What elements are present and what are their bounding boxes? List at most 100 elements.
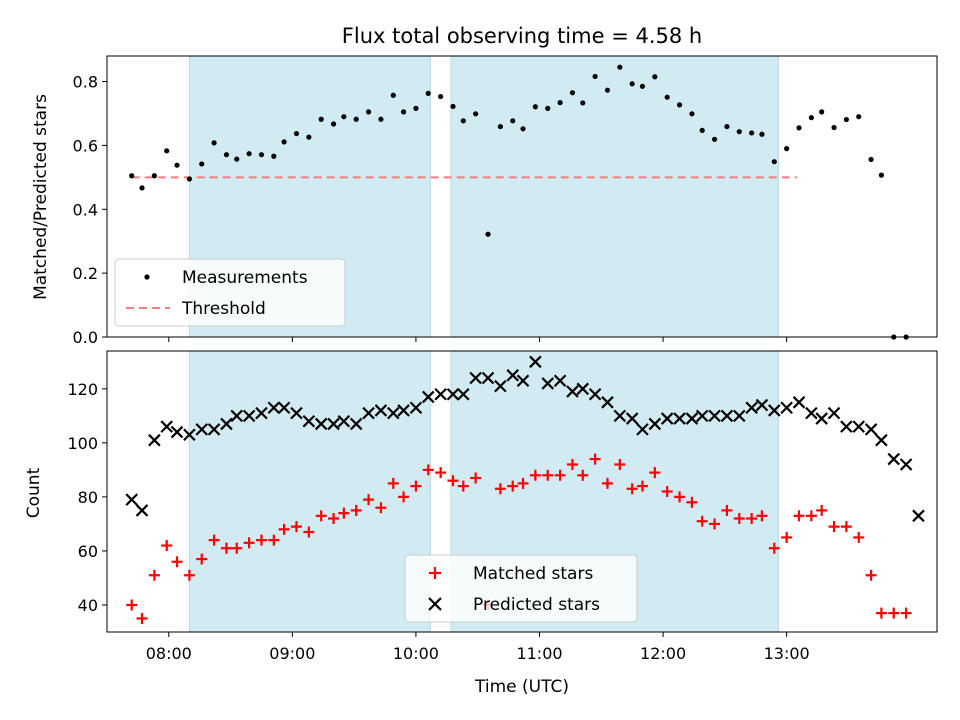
- x-stroke-b: [446, 387, 460, 401]
- legend-matched-label: Matched stars: [473, 564, 593, 584]
- matched-star-point: [566, 458, 578, 470]
- measurement-point: [306, 134, 312, 140]
- x-tick-label: 09:00: [269, 644, 315, 663]
- matched-star-point: [328, 513, 340, 525]
- predicted-star-point: [362, 406, 375, 420]
- matched-star-point: [161, 540, 173, 552]
- predicted-star-point: [422, 390, 435, 404]
- x-stroke-b: [805, 406, 818, 420]
- measurement-point: [425, 90, 431, 96]
- x-stroke-b: [648, 417, 662, 431]
- matched-star-point: [696, 515, 708, 527]
- matched-star-point: [661, 486, 673, 497]
- x-stroke-b: [207, 423, 221, 436]
- x-stroke-b: [768, 404, 781, 417]
- measurement-point: [330, 121, 337, 127]
- ratio-y-tick-label: 0.0: [73, 328, 98, 347]
- x-stroke-b: [660, 412, 674, 425]
- measurement-point: [510, 118, 516, 124]
- x-stroke-b: [409, 401, 423, 415]
- measurement-point: [413, 105, 419, 111]
- matched-star-point: [828, 521, 840, 533]
- predicted-star-point: [516, 374, 530, 387]
- x-stroke-b: [588, 387, 602, 401]
- measurement-point: [771, 159, 777, 165]
- predicted-star-point: [613, 409, 627, 423]
- x-stroke-b: [362, 406, 375, 420]
- measurement-point: [497, 123, 503, 130]
- measurement-point: [868, 156, 874, 163]
- x-stroke-b: [636, 423, 649, 436]
- matched-star-point: [529, 469, 541, 481]
- matched-star-point: [554, 469, 566, 481]
- x-tick-label: 10:00: [393, 644, 439, 663]
- matched-star-point: [875, 607, 887, 619]
- predicted-star-point: [553, 374, 567, 387]
- x-stroke-b: [840, 420, 853, 433]
- predicted-star-point: [576, 382, 590, 396]
- count-y-tick-label: 60: [78, 542, 98, 561]
- observing-interval: [450, 55, 779, 338]
- measurement-point: [545, 105, 551, 111]
- x-stroke-b: [852, 420, 866, 433]
- x-stroke-b: [875, 433, 888, 447]
- x-stroke-b: [290, 406, 303, 420]
- predicted-star-point: [815, 412, 828, 425]
- measurement-point: [234, 156, 240, 162]
- x-axis-label: Time (UTC): [474, 677, 569, 697]
- predicted-star-point: [446, 387, 460, 401]
- predicted-star-point: [720, 409, 734, 423]
- matched-star-point: [470, 472, 482, 484]
- predicted-star-point: [327, 417, 340, 431]
- measurement-point: [293, 130, 300, 137]
- predicted-star-point: [673, 412, 686, 425]
- predicted-star-point: [875, 433, 888, 447]
- count-x-ticks: 08:00 09:00 10:00 11:00 12:00 13:00: [146, 632, 810, 663]
- chart-title: Flux total observing time = 4.58 h: [342, 24, 702, 48]
- measurement-point: [341, 114, 347, 120]
- measurement-point: [246, 151, 252, 157]
- predicted-star-point: [566, 385, 579, 398]
- x-stroke-b: [576, 382, 590, 396]
- x-stroke-b: [899, 458, 913, 471]
- measurement-point: [460, 118, 466, 124]
- matched-star-point: [781, 531, 793, 543]
- predicted-star-point: [588, 387, 602, 401]
- predicted-star-point: [529, 355, 542, 369]
- predicted-star-point: [255, 406, 268, 420]
- matched-star-point: [268, 534, 280, 546]
- predicted-star-point: [457, 387, 470, 401]
- x-tick-label: 08:00: [146, 644, 192, 663]
- matched-star-point: [435, 467, 447, 479]
- measurement-point: [856, 114, 862, 120]
- legend-predicted-marker: [428, 597, 442, 611]
- x-stroke-b: [695, 409, 709, 423]
- matched-star-point: [816, 504, 828, 516]
- matched-star-point: [278, 523, 290, 535]
- predicted-star-point: [387, 406, 400, 420]
- predicted-star-point: [733, 409, 746, 423]
- matched-stars-points: [126, 453, 912, 624]
- predicted-star-point: [887, 452, 901, 466]
- measurement-point: [520, 126, 526, 132]
- x-stroke-b: [912, 509, 925, 523]
- predicted-star-point: [708, 409, 721, 423]
- x-stroke-b: [625, 412, 639, 425]
- measurement-point: [199, 161, 205, 167]
- ratio-panel: 0.0 0.2 0.4 0.6 0.8 Flux total observing tim…: [31, 24, 938, 347]
- x-stroke-b: [864, 423, 878, 436]
- measurement-point: [652, 74, 658, 80]
- matched-star-point: [231, 542, 243, 554]
- matched-star-point: [350, 504, 362, 516]
- matched-star-point: [136, 612, 148, 624]
- x-stroke-b: [755, 398, 769, 412]
- measurement-point: [557, 100, 563, 106]
- predicted-star-point: [805, 406, 818, 420]
- measurement-point: [629, 81, 635, 87]
- x-stroke-b: [457, 387, 470, 401]
- measurement-point: [604, 87, 611, 93]
- measurement-point: [664, 94, 670, 100]
- matched-star-point: [255, 534, 267, 546]
- predicted-star-point: [625, 412, 639, 425]
